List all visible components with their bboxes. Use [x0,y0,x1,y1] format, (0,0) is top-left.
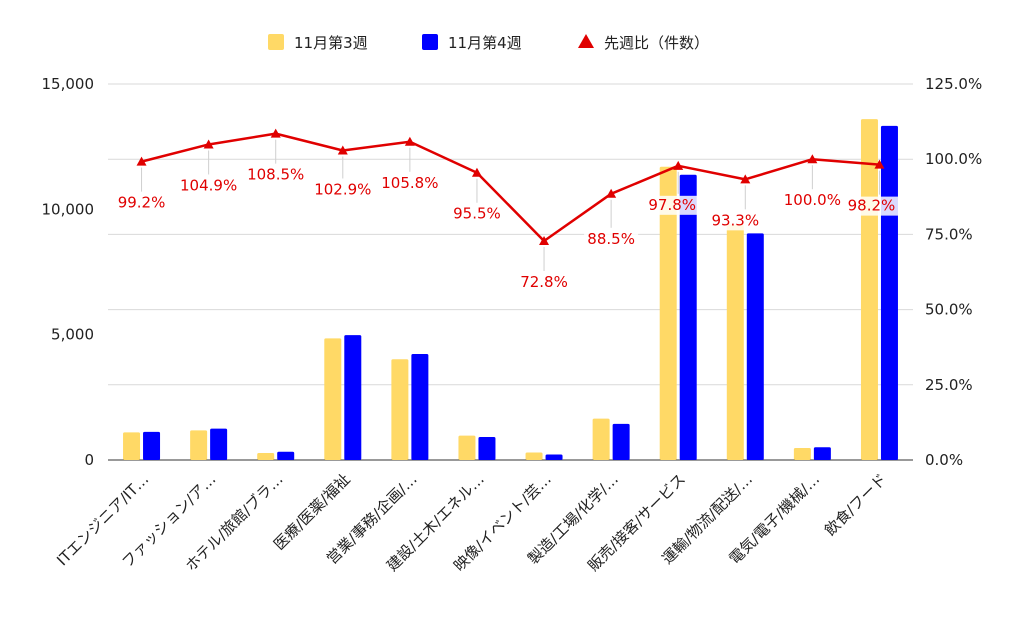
right-tick-label: 25.0% [925,376,973,394]
data-label-bg [844,196,899,216]
right-y-axis: 0.0% 25.0% 50.0% 75.0% 100.0% 125.0% [925,75,982,469]
bar-1 [123,432,141,460]
ratio-marker [874,159,885,169]
bar-1 [726,224,744,460]
bar-2 [411,353,429,460]
data-label: 88.5% [587,230,635,248]
ratio-marker [471,167,482,177]
bar-2 [813,447,831,460]
data-label: 95.5% [453,205,501,223]
data-label: 104.9% [180,176,237,194]
data-label-bg [584,229,639,249]
bar-2 [746,233,764,460]
data-label: 100.0% [784,191,841,209]
bar-1 [860,119,878,461]
data-label-bg [449,204,504,224]
left-tick-label: 10,000 [42,200,95,218]
right-tick-label: 125.0% [925,75,982,93]
ratio-line-series: 99.2% 104.9% 108.5% 102.9% 105.8% 95.5% 72.8% 8… [114,128,899,293]
data-label-bg [248,165,303,185]
legend-label: 先週比（件数） [604,34,709,52]
bar-1 [793,447,811,460]
data-label: 72.8% [520,273,568,291]
bar-1 [592,418,610,460]
right-tick-label: 50.0% [925,301,973,319]
bar-2 [210,428,228,460]
bar-1 [257,452,275,460]
legend-swatch [268,34,284,50]
ratio-marker [807,154,818,164]
ratio-marker [136,156,147,166]
legend: 11月第3週 11月第4週 先週比（件数） [268,34,709,52]
bar-1 [190,430,208,460]
left-tick-label: 0 [84,451,94,469]
gridlines [108,83,913,461]
bar-2 [277,451,295,460]
category-label: 飲食/フード [821,470,890,539]
ratio-marker [673,160,684,170]
right-tick-label: 75.0% [925,225,973,243]
bar-series [123,119,898,461]
data-label: 98.2% [848,197,896,215]
x-axis-categories: ITエンジニア/IT…ファッション/ア…ホテル/旅館/ブラ…医療/医薬/福祉営業… [53,470,890,575]
left-tick-label: 5,000 [51,326,94,344]
bar-1 [659,166,677,460]
bar-2 [143,431,161,460]
left-y-axis: 0 5,000 10,000 15,000 [42,75,95,469]
data-label-bg [785,191,840,211]
bar-1 [458,435,476,460]
bar-1 [391,359,409,460]
data-label-bg [517,273,572,293]
right-tick-label: 100.0% [925,150,982,168]
data-label: 102.9% [314,180,371,198]
left-tick-label: 15,000 [42,75,95,93]
ratio-marker [337,145,348,155]
ratio-line [141,132,880,243]
data-label: 99.2% [118,194,166,212]
bar-2 [545,454,563,460]
bar-2 [344,335,362,460]
ratio-marker [606,188,617,198]
data-label-bg [645,195,700,215]
bar-2 [612,423,630,460]
right-tick-label: 0.0% [925,451,963,469]
legend-label: 11月第4週 [448,34,522,52]
bar-2 [478,436,496,460]
bar-2 [679,174,697,460]
data-label-bg [708,211,763,231]
data-label: 105.8% [381,174,438,192]
ratio-marker [270,128,281,138]
ratio-marker [203,139,214,149]
data-label: 93.3% [711,211,759,229]
ratio-marker [404,136,415,146]
data-label-bg [382,173,437,193]
legend-swatch [422,34,438,50]
legend-label: 11月第3週 [294,34,368,52]
bar-1 [525,452,543,460]
data-label-bg [181,176,236,196]
ratio-marker [539,236,550,246]
data-label-bg [315,180,370,200]
bar-1 [324,338,342,460]
data-label: 97.8% [648,196,696,214]
ratio-marker [740,174,751,184]
data-label-bg [114,193,169,213]
data-label: 108.5% [247,166,304,184]
bar-2 [880,125,898,461]
legend-swatch [578,34,594,48]
